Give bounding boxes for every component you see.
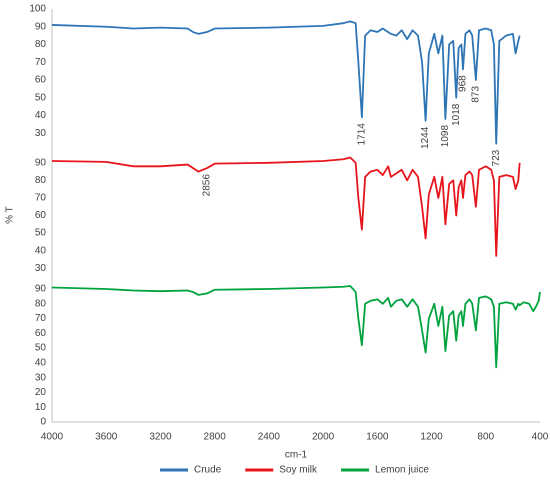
y-tick-label: 0: [40, 417, 46, 428]
y-tick-label: 50: [35, 92, 47, 103]
x-tick-label: 800: [477, 432, 494, 443]
y-tick-label: 10: [35, 402, 47, 413]
x-tick-label: 2400: [258, 432, 281, 443]
legend-label: Crude: [194, 465, 222, 476]
peak-label: 1244: [420, 126, 431, 149]
x-tick-label: 1200: [420, 432, 443, 443]
peak-label: 968: [458, 75, 469, 92]
y-tick-label: 100: [29, 4, 46, 15]
legend-label: Soy milk: [279, 465, 318, 476]
y-tick-label: 70: [35, 57, 47, 68]
x-tick-label: 3600: [95, 432, 118, 443]
y-tick-label: 80: [35, 39, 47, 50]
y-tick-label: 20: [35, 387, 47, 398]
peak-label: 2856: [202, 174, 213, 197]
y-tick-label: 40: [35, 358, 47, 369]
y-tick-label: 80: [35, 298, 47, 309]
x-tick-label: 3200: [149, 432, 172, 443]
y-axis-label: % T: [5, 206, 16, 224]
peak-label: 1714: [357, 123, 368, 146]
y-tick-label: 30: [35, 372, 47, 383]
y-tick-label: 50: [35, 343, 47, 354]
y-tick-label: 80: [35, 175, 47, 186]
y-tick-label: 70: [35, 193, 47, 204]
x-tick-label: 2000: [312, 432, 335, 443]
y-tick-label: 90: [35, 157, 47, 168]
peak-label: 1018: [451, 103, 462, 126]
y-tick-label: 90: [35, 21, 47, 32]
y-tick-label: 40: [35, 245, 47, 256]
x-tick-label: 2800: [204, 432, 227, 443]
y-tick-label: 60: [35, 328, 47, 339]
y-tick-label: 30: [35, 128, 47, 139]
x-tick-label: 1600: [366, 432, 389, 443]
peak-label: 723: [491, 149, 502, 166]
y-tick-label: 40: [35, 110, 47, 121]
peak-label: 1098: [440, 125, 451, 148]
peak-label: 873: [471, 85, 482, 102]
x-tick-label: 4000: [41, 432, 64, 443]
y-tick-label: 50: [35, 228, 47, 239]
spectrum-line: [51, 20, 521, 145]
y-tick-label: 60: [35, 75, 47, 86]
x-tick-label: 400: [532, 432, 549, 443]
y-tick-label: 60: [35, 210, 47, 221]
spectrum-line: [51, 285, 541, 369]
x-axis-label: cm-1: [285, 450, 308, 461]
y-tick-label: 70: [35, 313, 47, 324]
y-tick-label: 30: [35, 263, 47, 274]
spectrum-line: [51, 156, 521, 257]
y-tick-label: 90: [35, 284, 47, 295]
legend-label: Lemon juice: [375, 465, 429, 476]
